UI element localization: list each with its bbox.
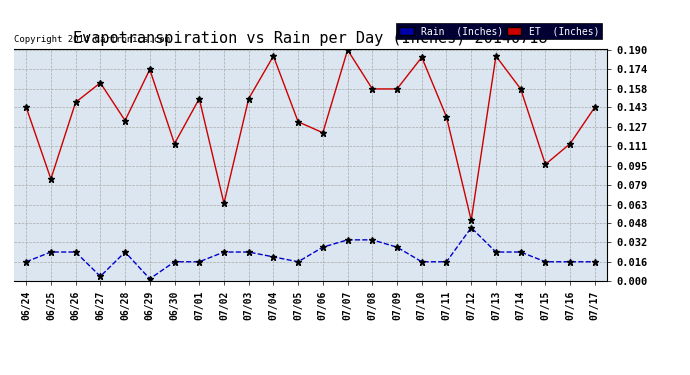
Text: Copyright 2014 Cartronics.com: Copyright 2014 Cartronics.com	[14, 35, 170, 44]
Title: Evapotranspiration vs Rain per Day (Inches) 20140718: Evapotranspiration vs Rain per Day (Inch…	[73, 31, 548, 46]
Legend: Rain  (Inches), ET  (Inches): Rain (Inches), ET (Inches)	[396, 23, 602, 39]
